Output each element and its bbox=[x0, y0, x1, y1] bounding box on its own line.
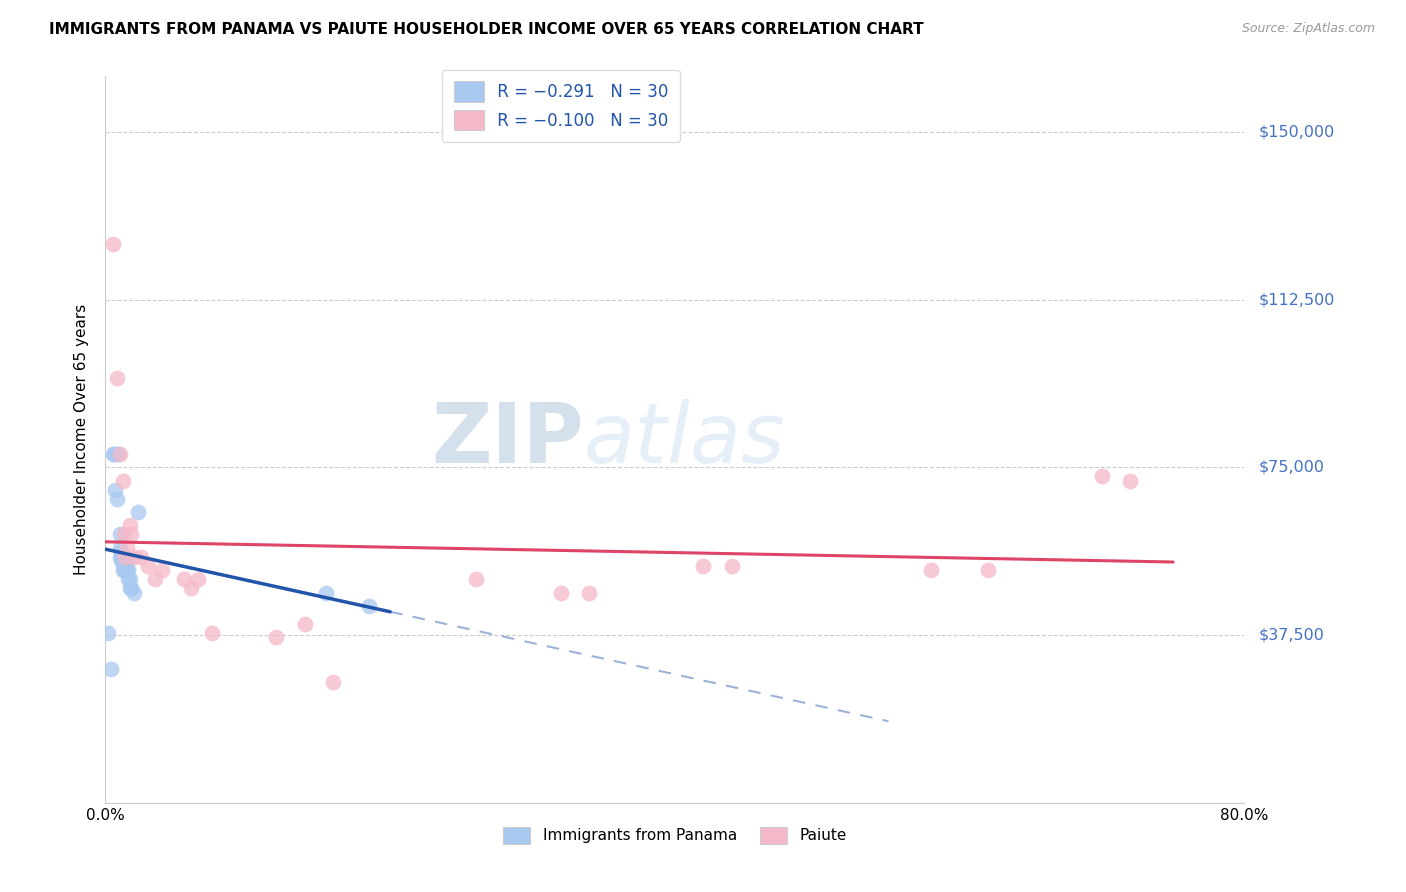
Point bbox=[112, 527, 135, 541]
Point bbox=[115, 541, 138, 555]
Point bbox=[110, 554, 132, 568]
Point bbox=[112, 549, 135, 564]
Point bbox=[977, 563, 1000, 577]
Text: ZIP: ZIP bbox=[432, 399, 583, 480]
Point bbox=[105, 491, 128, 506]
Point bbox=[117, 563, 139, 577]
Point bbox=[103, 447, 125, 461]
Point bbox=[1091, 469, 1114, 483]
Point bbox=[294, 616, 316, 631]
Legend: Immigrants from Panama, Paiute: Immigrants from Panama, Paiute bbox=[496, 821, 853, 850]
Text: $75,000: $75,000 bbox=[1258, 459, 1324, 475]
Point bbox=[118, 581, 141, 595]
Point bbox=[180, 581, 202, 595]
Point bbox=[104, 483, 127, 497]
Point bbox=[136, 558, 159, 573]
Point bbox=[108, 541, 131, 555]
Point bbox=[464, 572, 486, 586]
Point bbox=[111, 554, 134, 568]
Point bbox=[118, 518, 141, 533]
Point bbox=[112, 563, 135, 577]
Point bbox=[1119, 474, 1142, 488]
Point bbox=[152, 563, 174, 577]
Point bbox=[187, 572, 209, 586]
Point bbox=[114, 549, 136, 564]
Point bbox=[550, 585, 572, 599]
Point bbox=[920, 563, 942, 577]
Point bbox=[118, 572, 141, 586]
Point bbox=[173, 572, 195, 586]
Point bbox=[111, 563, 134, 577]
Point bbox=[720, 558, 742, 573]
Point bbox=[101, 236, 124, 251]
Point bbox=[111, 474, 134, 488]
Y-axis label: Householder Income Over 65 years: Householder Income Over 65 years bbox=[75, 303, 90, 575]
Point bbox=[120, 581, 142, 595]
Point bbox=[322, 675, 344, 690]
Point bbox=[105, 371, 128, 385]
Point bbox=[127, 505, 149, 519]
Point bbox=[108, 447, 131, 461]
Point bbox=[115, 554, 138, 568]
Point bbox=[100, 662, 122, 676]
Text: Source: ZipAtlas.com: Source: ZipAtlas.com bbox=[1241, 22, 1375, 36]
Point bbox=[110, 545, 132, 559]
Point bbox=[115, 563, 138, 577]
Point bbox=[122, 585, 145, 599]
Text: $37,500: $37,500 bbox=[1258, 628, 1324, 642]
Point bbox=[114, 549, 136, 564]
Point bbox=[101, 447, 124, 461]
Point bbox=[112, 558, 135, 573]
Point bbox=[357, 599, 380, 613]
Point bbox=[114, 558, 136, 573]
Point bbox=[117, 572, 139, 586]
Point bbox=[143, 572, 166, 586]
Text: $150,000: $150,000 bbox=[1258, 124, 1334, 139]
Point bbox=[201, 625, 224, 640]
Point bbox=[108, 527, 131, 541]
Point bbox=[264, 630, 288, 644]
Point bbox=[315, 585, 337, 599]
Point bbox=[108, 549, 131, 564]
Point bbox=[120, 527, 142, 541]
Text: IMMIGRANTS FROM PANAMA VS PAIUTE HOUSEHOLDER INCOME OVER 65 YEARS CORRELATION CH: IMMIGRANTS FROM PANAMA VS PAIUTE HOUSEHO… bbox=[49, 22, 924, 37]
Point bbox=[578, 585, 600, 599]
Point bbox=[107, 447, 129, 461]
Point bbox=[129, 549, 152, 564]
Point bbox=[97, 625, 120, 640]
Text: atlas: atlas bbox=[583, 399, 786, 480]
Point bbox=[122, 549, 145, 564]
Point bbox=[692, 558, 714, 573]
Text: $112,500: $112,500 bbox=[1258, 292, 1334, 307]
